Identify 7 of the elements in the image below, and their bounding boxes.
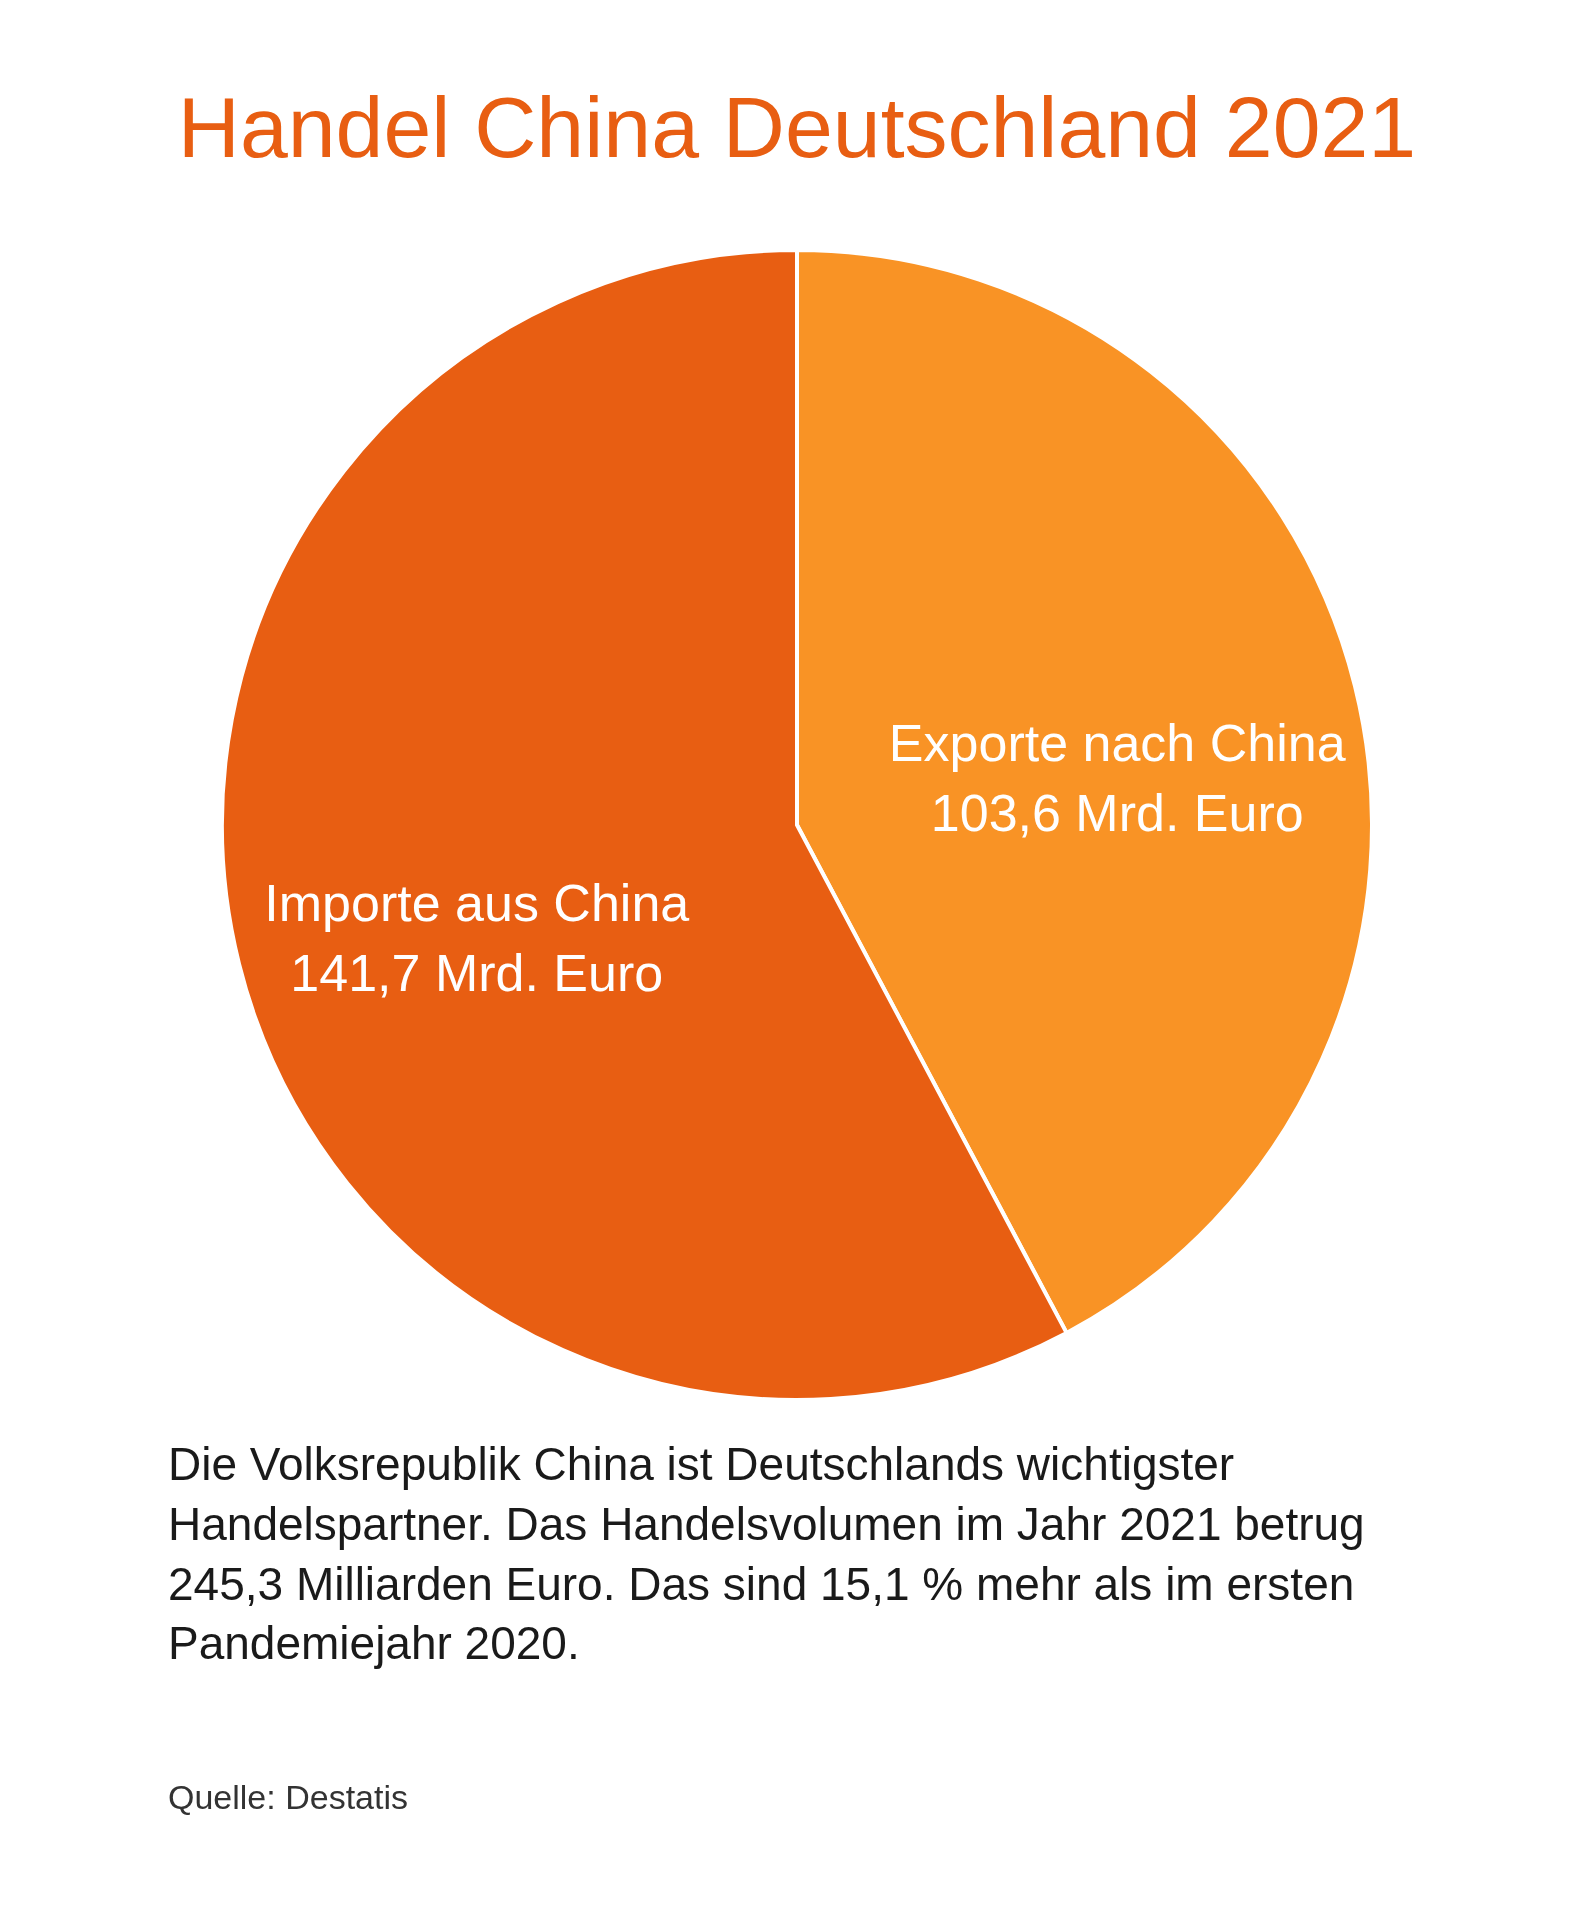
source-note: Quelle: Destatis [168,1777,409,1818]
text: Die Volksrepublik China ist Deutschlands wichtigster Handelspartner. Das Handelsvolumen im Jahr 2021 betrug 245,3 Milliarden Euro. Das sind 15,1 % mehr als im ersten Pandemiejahr 2020. [168,1437,1366,1672]
data-label: 103,6 Mrd. Euro [930,784,1304,843]
chart-title: Handel China Deutschland 2021 [177,79,1417,175]
slice-label: Exporte nach China [888,714,1346,773]
slice-label: Importe aus China [264,873,690,932]
data-label: 141,7 Mrd. Euro [290,943,664,1002]
